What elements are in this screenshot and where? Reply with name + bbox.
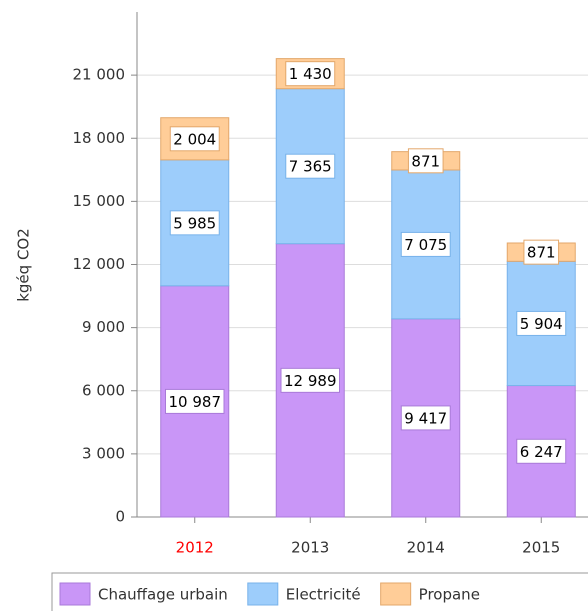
value-label: 5 904 [520, 315, 563, 333]
y-tick-label: 0 [115, 508, 125, 526]
x-tick-label: 2015 [522, 539, 560, 557]
value-label-box [516, 310, 567, 336]
x-tick-label: 2014 [407, 539, 445, 557]
y-tick-label: 9 000 [82, 318, 125, 336]
value-label: 6 247 [520, 443, 563, 461]
value-label: 5 985 [173, 214, 216, 232]
y-tick-label: 21 000 [73, 66, 126, 84]
value-label-box [400, 405, 451, 431]
legend-swatch [380, 582, 412, 606]
value-label-box [165, 388, 225, 414]
value-label: 871 [527, 244, 556, 262]
legend-box [51, 572, 588, 611]
x-tick-label: 2012 [176, 539, 214, 557]
x-tick-label: 2013 [291, 539, 329, 557]
y-tick-label: 3 000 [82, 444, 125, 462]
value-label: 12 989 [284, 372, 337, 390]
value-label-box [523, 239, 560, 265]
value-label-box [169, 210, 220, 236]
value-label-box [285, 61, 336, 87]
legend-swatch [247, 582, 279, 606]
legend-label: Electricité [286, 586, 361, 604]
value-label-box [516, 438, 567, 464]
value-label: 2 004 [173, 130, 216, 148]
value-label-box [407, 148, 444, 174]
y-tick-label: 12 000 [73, 255, 126, 273]
legend-label: Propane [419, 586, 480, 604]
y-tick-label: 18 000 [73, 129, 126, 147]
value-label-box [169, 126, 220, 152]
value-label-box [285, 153, 336, 179]
value-label: 9 417 [404, 409, 447, 427]
value-label-box [400, 231, 451, 257]
value-label: 871 [411, 152, 440, 170]
value-label: 7 365 [289, 158, 332, 176]
legend-swatch [59, 582, 91, 606]
value-label: 10 987 [169, 393, 222, 411]
value-label-box [280, 367, 340, 393]
y-tick-label: 6 000 [82, 381, 125, 399]
y-tick-label: 15 000 [73, 192, 126, 210]
legend-label: Chauffage urbain [98, 586, 228, 604]
y-axis-label: kgéq CO2 [15, 228, 33, 302]
value-label: 7 075 [404, 236, 447, 254]
value-label: 1 430 [289, 65, 332, 83]
